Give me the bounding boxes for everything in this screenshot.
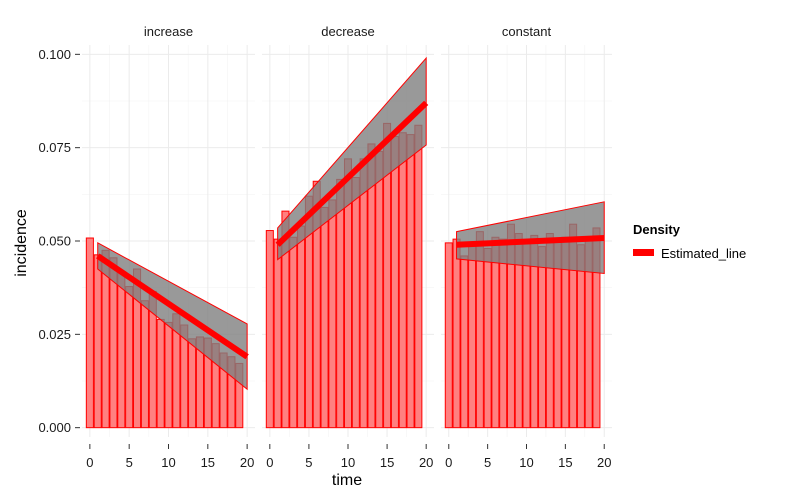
bar	[85, 237, 94, 429]
x-tick-label: 15	[558, 455, 572, 470]
y-tick-label: 0.075	[38, 140, 71, 155]
x-tick-label: 5	[484, 455, 491, 470]
bar	[444, 242, 453, 429]
panel-constant: constant	[441, 24, 612, 437]
bar	[117, 272, 126, 429]
bar	[188, 338, 197, 429]
confidence-band	[456, 201, 605, 275]
x-tick-label: 5	[305, 455, 312, 470]
bar	[156, 318, 165, 429]
y-axis: 0.000 0.025 0.050 0.075 0.100	[38, 47, 80, 435]
x-axis-title: time	[332, 472, 362, 489]
bar	[289, 236, 298, 429]
x-tick-label: 10	[519, 455, 533, 470]
strip-label: increase	[144, 24, 193, 39]
legend-key-estimated-line	[633, 249, 654, 256]
bar	[140, 300, 149, 429]
x-tick-label: 0	[445, 455, 452, 470]
x-tick-label: 20	[597, 455, 611, 470]
bar	[522, 240, 531, 429]
strip-label: constant	[502, 24, 552, 39]
bar	[312, 180, 321, 429]
bar	[328, 199, 337, 429]
x-axes: 0 5 10 15 20 0 5 10 15 20 0 5 10 15 20	[86, 444, 611, 470]
x-tick-label: 20	[419, 455, 433, 470]
bar	[398, 132, 407, 429]
bar	[265, 230, 274, 429]
legend: Density Estimated_line	[633, 222, 746, 261]
x-tick-label: 5	[126, 455, 133, 470]
y-tick-label: 0.100	[38, 47, 71, 62]
bar	[576, 244, 585, 429]
x-tick-label: 0	[266, 455, 273, 470]
legend-title: Density	[633, 222, 681, 237]
bar	[297, 225, 306, 429]
y-tick-label: 0.000	[38, 420, 71, 435]
bar	[281, 210, 290, 429]
bar	[538, 246, 547, 429]
estimated-line	[275, 100, 429, 247]
strip-label: decrease	[321, 24, 374, 39]
panels: increase decrease constant	[82, 24, 612, 437]
x-tick-label: 0	[86, 455, 93, 470]
bar	[125, 286, 134, 429]
estimated-line	[96, 253, 249, 360]
x-tick-label: 10	[161, 455, 175, 470]
bar	[499, 238, 508, 429]
bar	[483, 247, 492, 429]
bar	[351, 177, 360, 429]
panel-decrease: decrease	[262, 24, 434, 437]
y-axis-title: incidence	[13, 209, 30, 277]
bar	[468, 244, 477, 429]
panel-increase: increase	[82, 24, 255, 437]
x-tick-label: 10	[341, 455, 355, 470]
bar	[320, 206, 329, 429]
x-tick-label: 15	[201, 455, 215, 470]
legend-label: Estimated_line	[661, 246, 746, 261]
bar	[414, 124, 423, 429]
bar	[336, 178, 345, 429]
bar	[390, 135, 399, 429]
x-tick-label: 15	[380, 455, 394, 470]
bar	[375, 150, 384, 429]
bar	[93, 254, 102, 429]
y-tick-label: 0.050	[38, 234, 71, 249]
bar	[460, 255, 469, 429]
bar	[491, 236, 500, 429]
x-tick-label: 20	[240, 455, 254, 470]
bar	[273, 238, 282, 429]
bar	[164, 321, 173, 429]
bar	[452, 238, 461, 429]
bar	[406, 134, 415, 429]
estimated-line	[456, 235, 605, 248]
bar	[359, 158, 368, 429]
y-tick-label: 0.025	[38, 327, 71, 342]
